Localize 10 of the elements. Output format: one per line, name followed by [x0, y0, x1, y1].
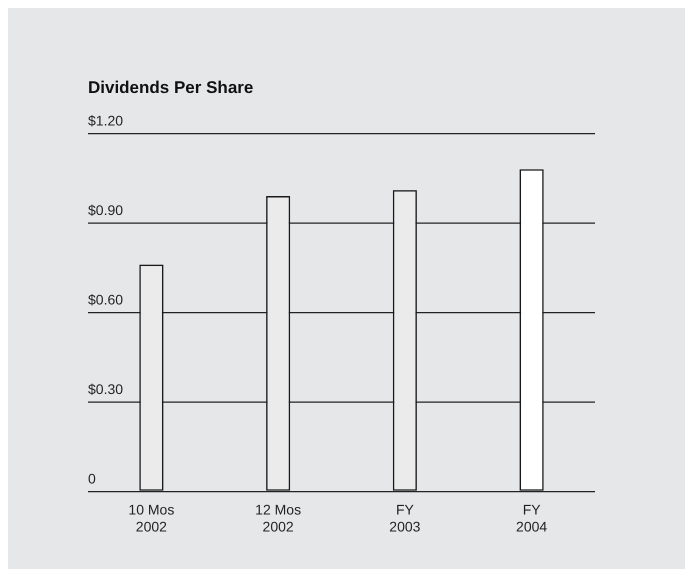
- x-tick-label: 10 Mos 2002: [128, 502, 174, 534]
- chart-title: Dividends Per Share: [88, 78, 254, 97]
- y-tick-label: $0.60: [88, 291, 124, 308]
- y-tick-label: $0.30: [88, 380, 124, 397]
- x-tick-label: FY 2004: [516, 502, 548, 534]
- y-tick-label: 0: [88, 470, 96, 486]
- x-tick-label: FY 2003: [389, 502, 421, 534]
- x-tick-label: 12 Mos 2002: [255, 502, 302, 534]
- y-tick-label: $1.20: [88, 112, 124, 128]
- y-tick-label: $0.90: [88, 202, 124, 218]
